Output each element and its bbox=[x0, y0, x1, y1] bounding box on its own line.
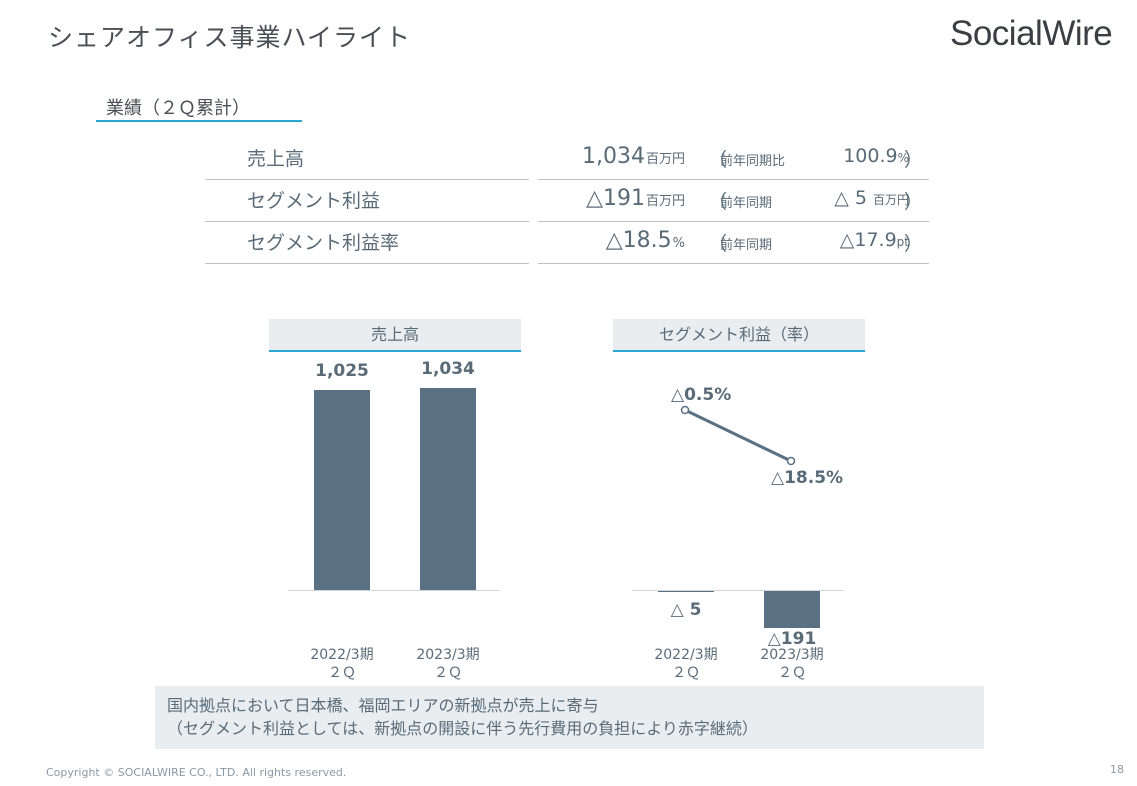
segment-rate-label: △0.5% bbox=[671, 385, 732, 405]
kpi-label: 売上高 bbox=[205, 140, 529, 180]
compare-number: 100.9 bbox=[843, 145, 898, 167]
page-number: 18 bbox=[1110, 763, 1124, 776]
compare-value: △ 5 百万円 bbox=[834, 187, 909, 209]
kpi-number: 1,034 bbox=[582, 144, 645, 169]
note-box: 国内拠点において日本橋、福岡エリアの新拠点が売上に寄与 （セグメント利益としては… bbox=[155, 686, 984, 749]
compare-label: 前年同期 bbox=[720, 196, 773, 211]
kpi-label: セグメント利益 bbox=[205, 182, 529, 222]
sales-chart-header: 売上高 bbox=[269, 319, 521, 352]
kpi-value-cell: △191百万円 （ 前年同期 △ 5 百万円 ） bbox=[538, 182, 929, 222]
kpi-unit: 百万円 bbox=[645, 152, 685, 167]
segment-x-label: 2022/3期 ２Ｑ bbox=[654, 647, 718, 681]
segment-bar-label: △191 bbox=[767, 629, 817, 649]
sales-x-label: 2023/3期 ２Ｑ bbox=[416, 647, 480, 681]
compare-close: ） bbox=[903, 233, 923, 255]
sales-bar bbox=[314, 389, 370, 590]
kpi-label: セグメント利益率 bbox=[205, 224, 529, 264]
kpi-unit: 百万円 bbox=[645, 194, 685, 209]
segment-rate-line bbox=[684, 408, 792, 463]
sales-x-label: 2022/3期 ２Ｑ bbox=[310, 647, 374, 681]
segment-bar bbox=[658, 591, 714, 592]
kpi-row-sales: 売上高 1,034百万円 （ 前年同期比 100.9% ） bbox=[205, 140, 929, 181]
compare-unit: 百万円 bbox=[872, 193, 909, 207]
compare-unit: % bbox=[897, 151, 909, 165]
segment-rate-point bbox=[786, 456, 796, 466]
kpi-value: △191百万円 bbox=[586, 186, 685, 211]
compare-close: ） bbox=[903, 149, 923, 171]
note-line-1: 国内拠点において日本橋、福岡エリアの新拠点が売上に寄与 bbox=[167, 696, 599, 715]
note-line-2: （セグメント利益としては、新拠点の開設に伴う先行費用の負担により赤字継続） bbox=[167, 719, 758, 738]
kpi-value: △18.5% bbox=[606, 228, 685, 253]
segment-x-label: 2023/3期 ２Ｑ bbox=[760, 647, 824, 681]
kpi-value-cell: △18.5% （ 前年同期 △17.9pt ） bbox=[538, 224, 929, 264]
kpi-row-segment-profit: セグメント利益 △191百万円 （ 前年同期 △ 5 百万円 ） bbox=[205, 182, 929, 223]
segment-chart-header: セグメント利益（率） bbox=[613, 319, 865, 352]
compare-value: △17.9pt bbox=[840, 229, 909, 251]
page-title: シェアオフィス事業ハイライト bbox=[48, 23, 412, 52]
compare-value: 100.9% bbox=[843, 145, 909, 167]
compare-number: △17.9 bbox=[839, 229, 897, 251]
kpi-row-segment-margin: セグメント利益率 △18.5% （ 前年同期 △17.9pt ） bbox=[205, 224, 929, 265]
compare-unit: pt bbox=[896, 235, 909, 249]
section-heading: 業績（２Ｑ累計） bbox=[96, 94, 302, 122]
sales-axis-line bbox=[288, 590, 500, 591]
kpi-unit: % bbox=[672, 236, 685, 251]
segment-rate-label: △18.5% bbox=[771, 468, 844, 488]
compare-close: ） bbox=[903, 191, 923, 213]
sales-bar bbox=[420, 387, 476, 590]
compare-open: （ bbox=[708, 233, 728, 255]
kpi-value-cell: 1,034百万円 （ 前年同期比 100.9% ） bbox=[538, 140, 929, 180]
segment-axis-line bbox=[632, 590, 844, 591]
compare-label: 前年同期 bbox=[720, 238, 773, 253]
kpi-number: △191 bbox=[586, 186, 645, 211]
compare-number: △ 5 bbox=[834, 187, 873, 209]
kpi-value: 1,034百万円 bbox=[582, 144, 685, 169]
copyright: Copyright © SOCIALWIRE CO., LTD. All rig… bbox=[46, 766, 347, 779]
sales-data-label: 1,025 bbox=[315, 360, 369, 381]
compare-open: （ bbox=[708, 149, 728, 171]
segment-rate-point bbox=[680, 405, 690, 415]
kpi-number: △18.5 bbox=[605, 228, 672, 253]
segment-bar bbox=[764, 591, 820, 628]
compare-label: 前年同期比 bbox=[720, 154, 786, 169]
segment-bar-label: △ 5 bbox=[670, 600, 702, 620]
company-logo: SocialWire bbox=[950, 14, 1113, 53]
compare-open: （ bbox=[708, 191, 728, 213]
sales-data-label: 1,034 bbox=[421, 358, 475, 379]
